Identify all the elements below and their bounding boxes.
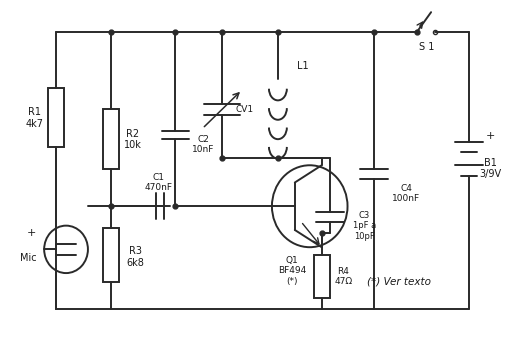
Text: R2
10k: R2 10k: [124, 129, 141, 150]
Text: R4
47Ω: R4 47Ω: [334, 267, 353, 286]
Text: Mic: Mic: [20, 253, 36, 263]
Bar: [103, 109, 119, 168]
Text: R1
4k7: R1 4k7: [25, 107, 43, 129]
Bar: [103, 228, 119, 282]
Text: S 1: S 1: [420, 42, 435, 52]
Text: L1: L1: [297, 61, 308, 71]
Text: C3
1pF a
10pF: C3 1pF a 10pF: [353, 211, 376, 241]
Text: C4
100nF: C4 100nF: [392, 184, 420, 203]
Text: B1
3/9V: B1 3/9V: [479, 158, 502, 179]
Text: +: +: [486, 131, 496, 141]
Text: +: +: [27, 228, 36, 238]
Text: C2
10nF: C2 10nF: [192, 135, 214, 154]
Bar: [48, 88, 64, 147]
Text: C1
470nF: C1 470nF: [145, 173, 173, 192]
Text: R3
6k8: R3 6k8: [127, 246, 145, 268]
Bar: [314, 255, 330, 298]
Text: (*) Ver texto: (*) Ver texto: [367, 277, 431, 287]
Text: Q1
BF494
(*): Q1 BF494 (*): [278, 256, 306, 286]
Text: CV1: CV1: [235, 105, 253, 114]
